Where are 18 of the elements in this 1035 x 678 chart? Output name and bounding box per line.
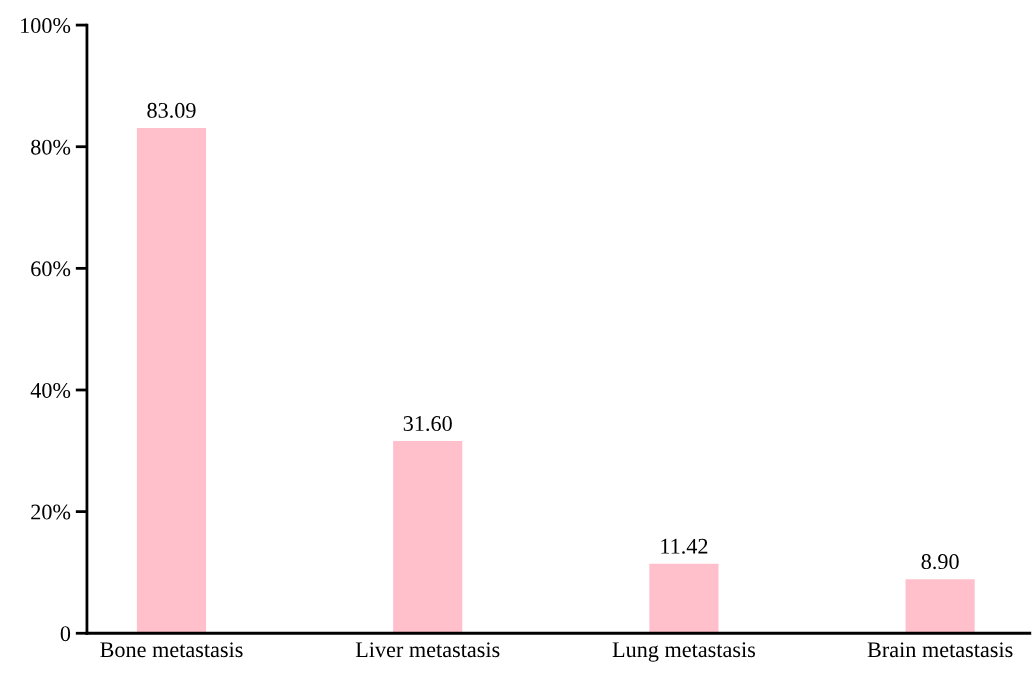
bar: [136, 127, 207, 634]
bar: [649, 563, 719, 634]
x-tick-label: Bone metastasis: [100, 642, 243, 658]
data-label: 31.60: [403, 416, 452, 432]
y-tick-label: 60%: [31, 261, 71, 277]
y-tick-label: 80%: [31, 139, 71, 155]
data-label: 11.42: [661, 538, 708, 554]
bar: [905, 579, 975, 634]
x-tick-label: Liver metastasis: [355, 642, 500, 658]
x-tick-label: Brain metastasis: [867, 642, 1013, 658]
y-tick-label: 0: [60, 626, 71, 642]
y-tick-label: 40%: [30, 382, 71, 398]
y-tick-label: 20%: [31, 504, 71, 520]
data-label: 8.90: [921, 554, 959, 570]
bar: [393, 441, 463, 634]
data-label: 83.09: [147, 102, 196, 118]
x-tick-label: Lung metastasis: [612, 642, 756, 662]
y-tick-label: 100%: [21, 18, 71, 34]
